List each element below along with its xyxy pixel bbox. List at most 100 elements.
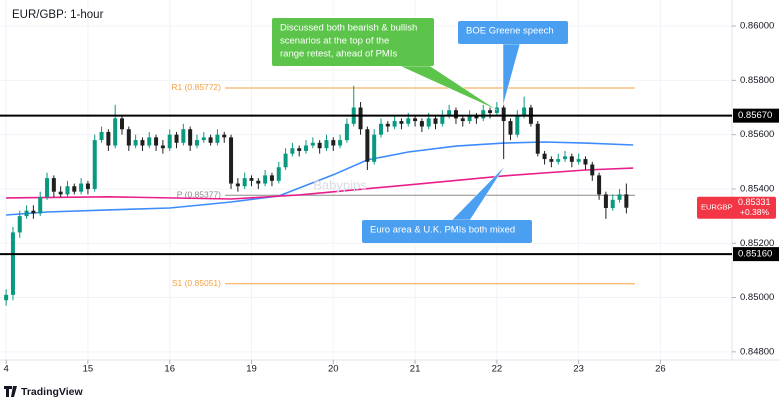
candle-body: [174, 134, 179, 143]
candle-body: [460, 118, 465, 122]
candle-body: [406, 118, 411, 124]
x-tick-label: 4: [3, 364, 8, 375]
x-tick-label: 21: [410, 364, 421, 375]
candle-body: [569, 156, 574, 162]
key-level-label: 0.85160: [738, 249, 772, 260]
candle-body: [263, 175, 268, 184]
plot-layer: R1 (0.85772) P (0.85377) S1 (0.85051): [0, 0, 732, 360]
candle-body: [181, 129, 186, 143]
y-tick-label: 0.85400: [740, 183, 774, 194]
callout-text: Euro area & U.K. PMIs both mixed: [370, 225, 515, 236]
candle-body: [106, 131, 111, 146]
candle-body: [17, 216, 22, 233]
last-price-change: +0.38%: [740, 207, 770, 217]
candle-body: [4, 294, 9, 301]
candle-body: [154, 137, 159, 146]
candle-body: [542, 153, 547, 160]
callout-box: [458, 21, 568, 44]
candle-body: [215, 134, 220, 143]
x-tick-label: 15: [83, 364, 94, 375]
candle-body: [474, 115, 479, 119]
candle-body: [167, 134, 172, 149]
x-tick-label: 26: [655, 364, 666, 375]
candle-body: [488, 110, 493, 113]
candle-body: [249, 178, 254, 181]
candle-body: [269, 175, 274, 181]
candle-body: [113, 118, 118, 146]
candle-body: [65, 186, 70, 195]
candle-body: [45, 178, 50, 198]
candle-body: [10, 232, 15, 295]
candle-body: [24, 210, 29, 217]
candle-body: [590, 164, 595, 176]
candle-body: [583, 159, 588, 165]
candle-body: [92, 140, 97, 189]
candle-body: [385, 123, 390, 127]
candle-body: [222, 134, 227, 138]
candle-body: [563, 156, 568, 160]
candle-body: [51, 178, 56, 192]
brand-logo: [4, 386, 17, 397]
candle-body: [522, 107, 527, 116]
callout-text: BOE Greene speech: [466, 26, 554, 37]
candle-body: [447, 110, 452, 116]
callout-box: [272, 18, 434, 66]
candle-body: [419, 121, 424, 127]
moving-average: [6, 167, 634, 200]
callout-box: [362, 220, 532, 243]
candle-body: [344, 123, 349, 141]
candle-body: [188, 129, 193, 146]
candle-body: [433, 118, 438, 124]
candle-body: [201, 137, 206, 141]
candle-body: [160, 145, 165, 149]
x-tick-label: 19: [246, 364, 257, 375]
candle-body: [576, 159, 581, 162]
candle-body: [467, 115, 472, 122]
candle-body: [597, 175, 602, 195]
candle-body: [140, 140, 145, 146]
candle-body: [603, 194, 608, 208]
y-tick-label: 0.85000: [740, 292, 774, 303]
last-price-label: 0.85331: [738, 197, 771, 207]
candle-body: [453, 110, 458, 119]
candle-body: [208, 137, 213, 143]
candle-body: [99, 131, 104, 141]
y-tick-label: 0.85200: [740, 238, 774, 249]
x-tick-label: 20: [328, 364, 339, 375]
x-tick-label: 23: [573, 364, 584, 375]
candle-body: [481, 110, 486, 119]
pivot-label: R1 (0.85772): [171, 82, 221, 92]
candle-body: [242, 178, 247, 187]
candle-body: [310, 142, 315, 146]
x-tick-label: 22: [492, 364, 503, 375]
candle-body: [38, 197, 43, 214]
candle-body: [372, 134, 377, 162]
candle-body: [535, 123, 540, 154]
callout-text: scenarios at the top of the: [280, 36, 389, 47]
candle-body: [617, 194, 622, 200]
candle-body: [624, 194, 629, 208]
candle-body: [556, 159, 561, 162]
candle-body: [235, 183, 240, 187]
brand-name: TradingView: [21, 386, 83, 398]
candle-body: [413, 118, 418, 122]
candle-body: [147, 137, 152, 146]
candle-body: [297, 148, 302, 151]
y-tick-label: 0.84800: [740, 346, 774, 357]
candle-body: [358, 107, 363, 130]
candle-body: [501, 107, 506, 122]
candle-body: [378, 123, 383, 135]
candle-body: [331, 140, 336, 146]
key-level-tag: [733, 247, 779, 262]
candle-body: [133, 140, 138, 146]
callout-text: range retest, ahead of PMIs: [280, 49, 397, 60]
candle-body: [290, 148, 295, 154]
candle-body: [426, 118, 431, 127]
candle-body: [324, 140, 329, 149]
candle-body: [276, 167, 281, 181]
candle-body: [338, 140, 343, 146]
last-price-tag: [697, 196, 776, 219]
y-tick-label: 0.85600: [740, 129, 774, 140]
last-price-symbol: EURGBP: [701, 203, 733, 212]
